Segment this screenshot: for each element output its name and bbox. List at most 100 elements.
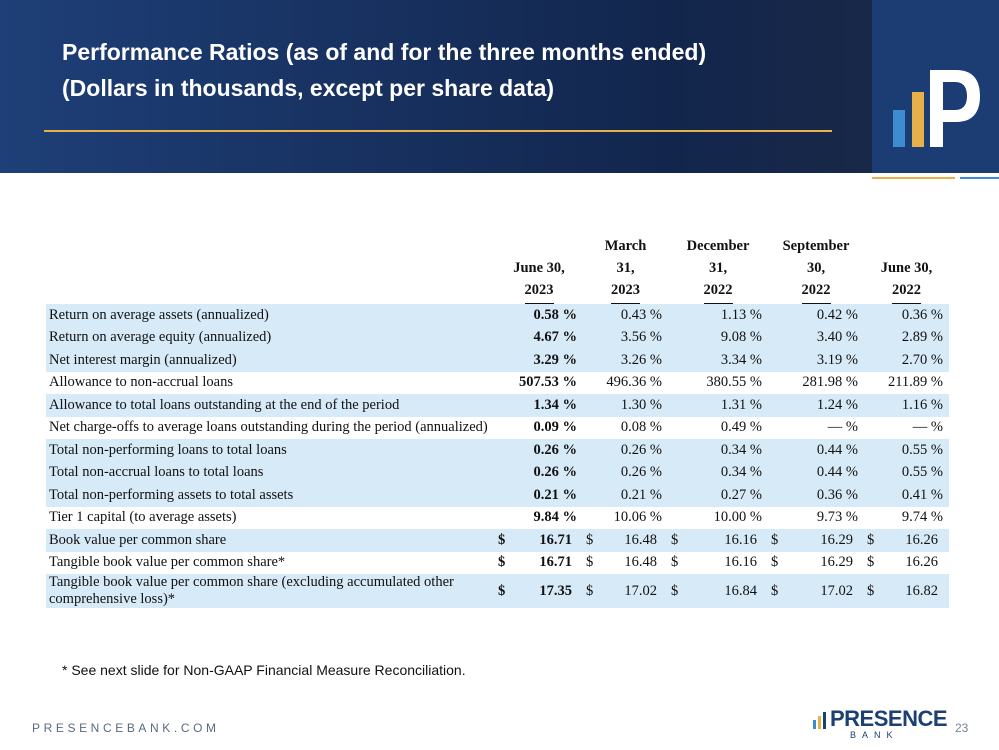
logo-underline-blue — [960, 177, 999, 179]
table-cell: — % — [827, 419, 858, 436]
logo-letter-p — [930, 70, 980, 147]
table-cell: 0.09 % — [533, 419, 578, 436]
table-cell: $16.16 — [668, 529, 768, 552]
dollar-sign: $ — [771, 582, 779, 599]
table-cell: 3.40 % — [768, 326, 864, 349]
table-cell: 507.53 % — [519, 374, 577, 391]
header-label-column — [46, 212, 495, 304]
table-cell: $16.29 — [768, 552, 864, 575]
table-row: Return on average equity (annualized) 4.6… — [46, 326, 949, 349]
column-header: March 31, 2023 — [583, 212, 668, 304]
row-label: Total non-performing assets to total ass… — [46, 484, 495, 507]
table-row: Net interest margin (annualized) 3.29 % 3.… — [46, 349, 949, 372]
table-cell: $16.71 — [495, 529, 583, 552]
table-cell: 0.44 % — [768, 461, 864, 484]
table-cell: 211.89 % — [887, 374, 943, 391]
dollar-sign: $ — [586, 554, 594, 571]
dollar-sign: $ — [867, 531, 875, 548]
table-cell: 0.26 % — [583, 461, 668, 484]
table-cell: $16.16 — [668, 552, 768, 575]
dollar-sign: $ — [586, 582, 594, 599]
table-cell: 0.58 % — [495, 304, 583, 327]
dollar-sign: $ — [671, 554, 679, 571]
table-cell: $16.82 — [864, 574, 949, 608]
row-label: Return on average equity (annualized) — [46, 326, 495, 349]
presence-bank-wordmark: PRESENCE BANK — [812, 706, 948, 742]
table-cell: 0.08 % — [620, 419, 662, 436]
table-cell: 0.27 % — [668, 484, 768, 507]
ratios-table-container: June 30, 2023 March 31, 2023 December 31, 202… — [46, 212, 949, 608]
table-cell: 10.06 % — [613, 509, 662, 526]
table-cell: 496.36 % — [606, 374, 662, 391]
cell-value: 16.71 — [539, 554, 572, 571]
table-cell: 3.34 % — [668, 349, 768, 372]
table-cell: 0.26 % — [495, 439, 583, 462]
row-label: Allowance to total loans outstanding at … — [46, 394, 495, 417]
dollar-sign: $ — [867, 554, 875, 571]
dollar-sign: $ — [498, 531, 506, 548]
logo-bar-gold — [912, 92, 924, 147]
cell-value: 16.26 — [905, 531, 938, 548]
dollar-sign: $ — [671, 582, 679, 599]
table-cell: $16.84 — [668, 574, 768, 608]
cell-value: 17.02 — [624, 582, 657, 599]
table-cell: 1.13 % — [668, 304, 768, 327]
table-cell: $17.02 — [583, 574, 668, 608]
table-cell: 0.36 % — [864, 304, 949, 327]
cell-value: 16.84 — [724, 582, 757, 599]
table-cell: $17.35 — [495, 574, 583, 608]
table-cell: 0.42 % — [768, 304, 864, 327]
cell-value: 17.35 — [539, 582, 572, 599]
cell-value: 16.29 — [820, 554, 853, 571]
table-cell: 9.84 % — [533, 509, 578, 526]
table-row: Total non-accrual loans to total loans 0.… — [46, 461, 949, 484]
table-cell: — % — [912, 419, 943, 436]
logo-underline-gold — [872, 177, 955, 179]
cell-value: 16.16 — [724, 531, 757, 548]
cell-value: 17.02 — [820, 582, 853, 599]
dollar-sign: $ — [671, 531, 679, 548]
table-cell: 0.34 % — [668, 461, 768, 484]
table-cell: 0.49 % — [720, 419, 762, 436]
table-row: Total non-performing assets to total ass… — [46, 484, 949, 507]
footer-website: PRESENCEBANK.COM — [32, 721, 220, 735]
table-cell: 1.31 % — [668, 394, 768, 417]
cell-value: 16.48 — [624, 531, 657, 548]
table-cell: $16.29 — [768, 529, 864, 552]
table-cell: 9.73 % — [816, 509, 858, 526]
table-cell: $16.71 — [495, 552, 583, 575]
row-label: Tier 1 capital (to average assets) — [49, 509, 237, 526]
header-gold-rule — [44, 130, 832, 132]
table-cell: 4.67 % — [495, 326, 583, 349]
dollar-sign: $ — [498, 554, 506, 571]
table-cell: $16.26 — [864, 529, 949, 552]
table-cell: 0.55 % — [864, 439, 949, 462]
table-cell: 0.34 % — [668, 439, 768, 462]
performance-ratios-table: June 30, 2023 March 31, 2023 December 31, 202… — [46, 212, 949, 608]
slide-title: Performance Ratios (as of and for the th… — [62, 34, 822, 106]
table-cell: 380.55 % — [706, 374, 762, 391]
table-row: Allowance to non-accrual loans 507.53 % 49… — [46, 372, 949, 395]
cell-value: 16.29 — [820, 531, 853, 548]
table-row: Tangible book value per common share* $16… — [46, 552, 949, 575]
page-number: 23 — [955, 721, 969, 735]
dollar-sign: $ — [867, 582, 875, 599]
table-cell: 1.16 % — [864, 394, 949, 417]
row-label: Total non-accrual loans to total loans — [46, 461, 495, 484]
row-label: Net interest margin (annualized) — [46, 349, 495, 372]
column-header: June 30, 2023 — [495, 212, 583, 304]
logo-bar-blue — [893, 110, 905, 147]
table-row: Tangible book value per common share (ex… — [46, 574, 949, 608]
table-cell: $17.02 — [768, 574, 864, 608]
brand-subtitle: BANK — [850, 730, 899, 740]
table-cell: 0.44 % — [768, 439, 864, 462]
column-header: September 30, 2022 — [768, 212, 864, 304]
table-cell: 0.21 % — [583, 484, 668, 507]
column-header: June 30, 2022 — [864, 212, 949, 304]
presence-logo-icon — [872, 0, 999, 173]
table-cell: 281.98 % — [802, 374, 858, 391]
brand-name: PRESENCE — [830, 706, 948, 731]
dollar-sign: $ — [498, 582, 506, 599]
table-cell: 1.34 % — [495, 394, 583, 417]
table-cell: 0.21 % — [495, 484, 583, 507]
